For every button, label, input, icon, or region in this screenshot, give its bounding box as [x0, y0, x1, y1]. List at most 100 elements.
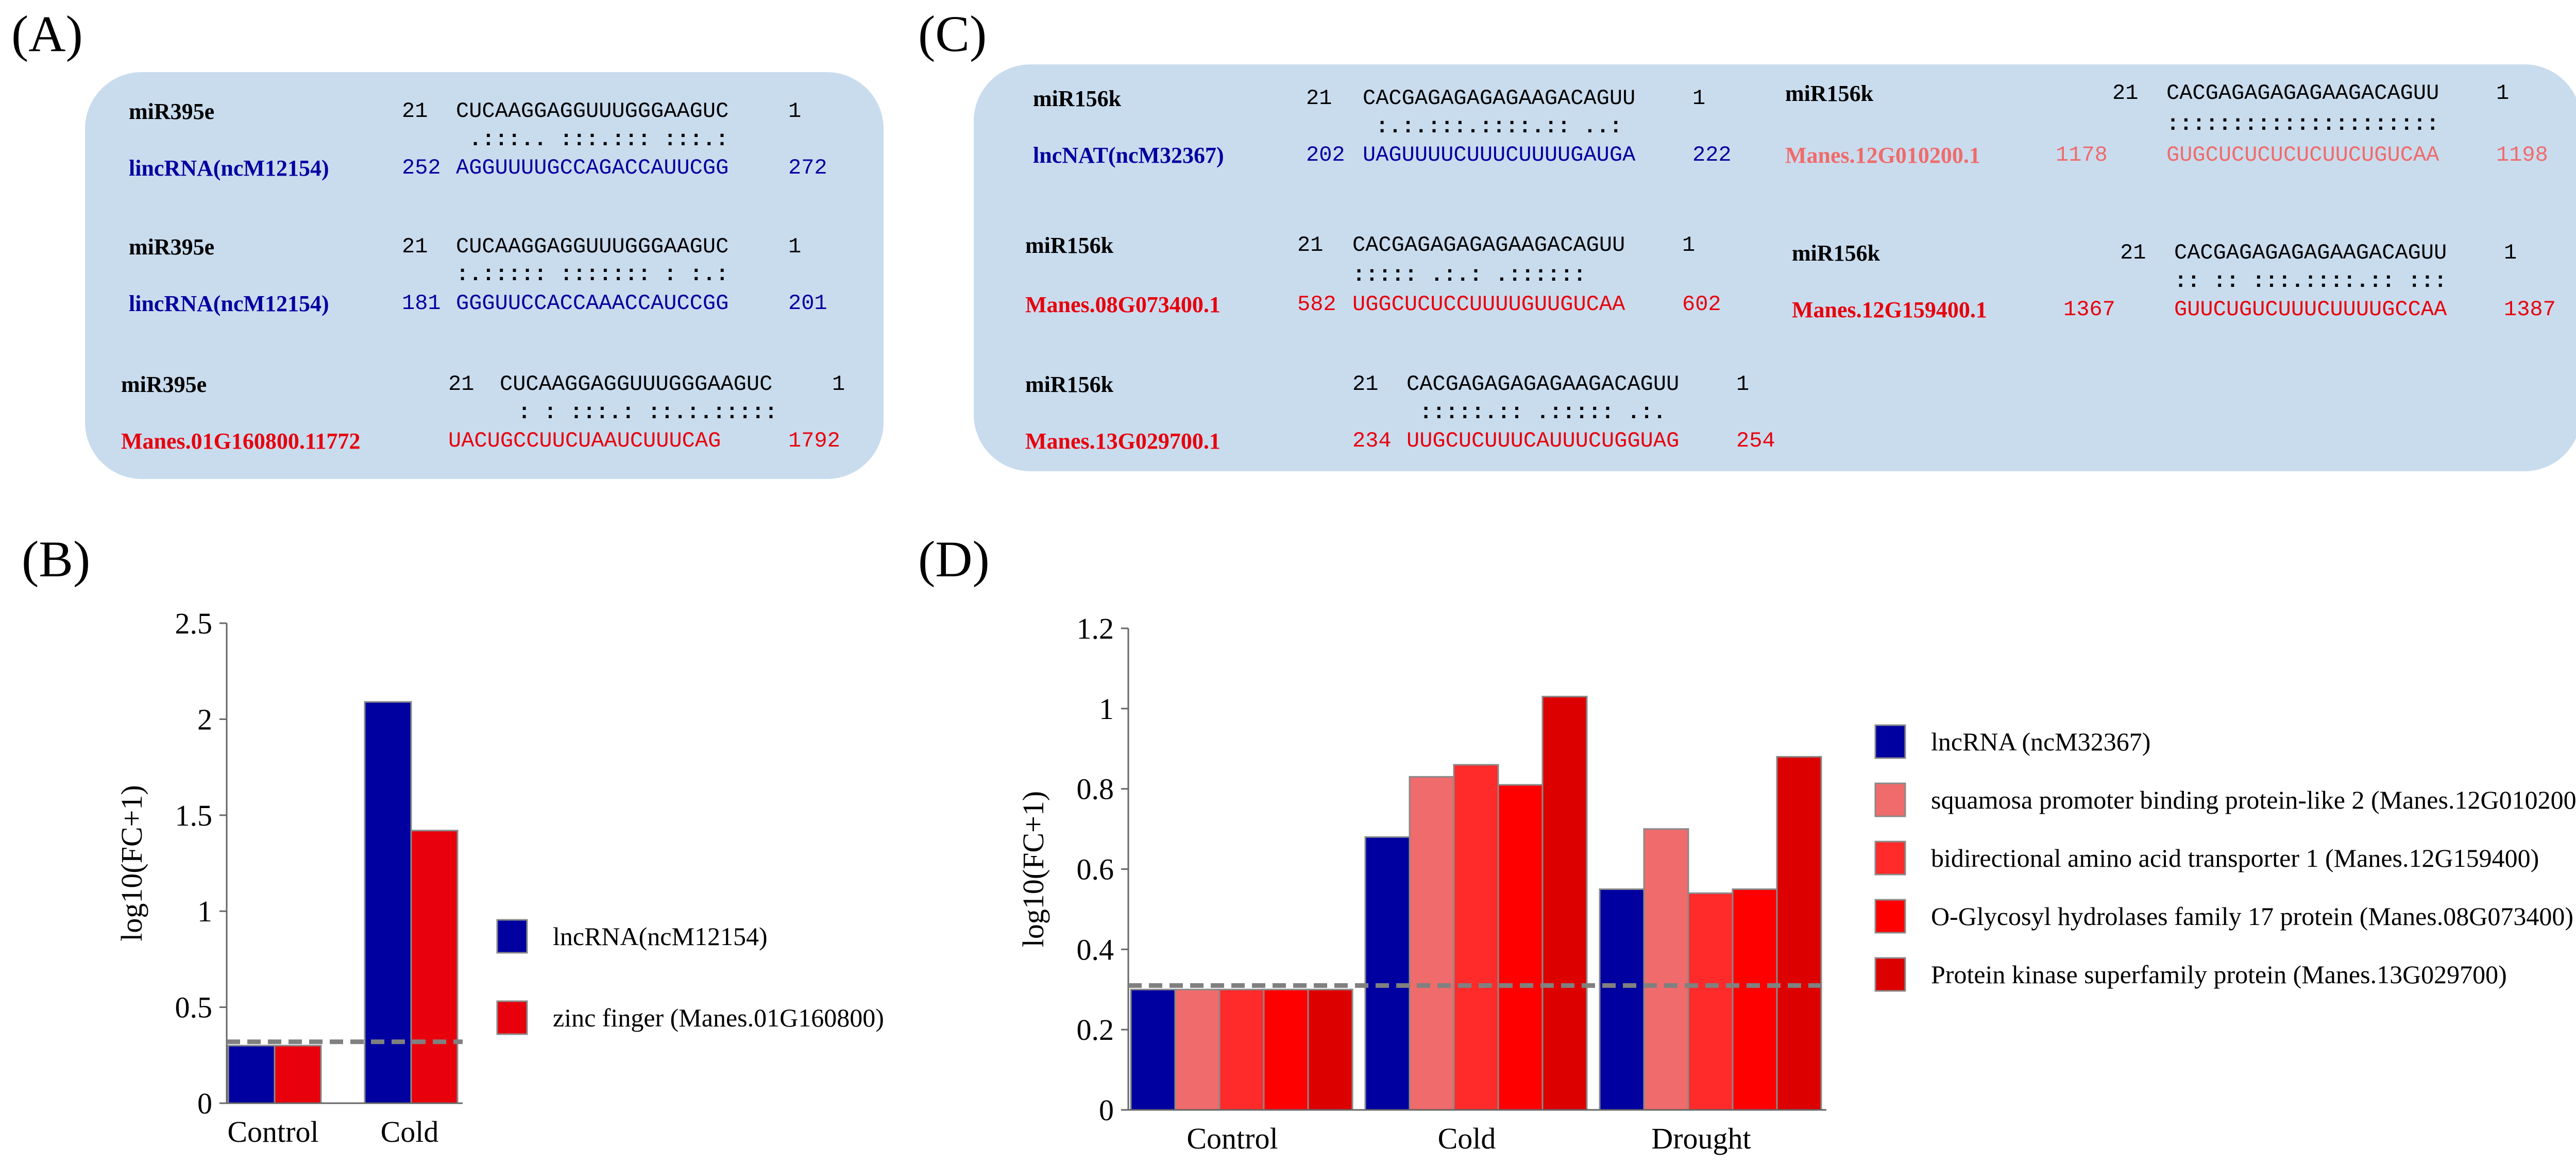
bar-cold-0 [1364, 836, 1411, 1111]
y-axis-label: log10(FC+1) [115, 785, 148, 941]
mirna-end: 1 [788, 99, 802, 124]
y-tick-label: 0.6 [1077, 853, 1114, 886]
panel-label-b: (B) [22, 530, 91, 588]
mirna-end: 1 [1682, 233, 1696, 258]
legend-label: squamosa promoter binding protein-like 2… [1931, 785, 2576, 814]
mirna-name: miR156k [1025, 233, 1114, 258]
mirna-sequence: CACGAGAGAGAGAAGACAGUU [1352, 233, 1625, 258]
bar-control-1 [274, 1044, 322, 1104]
target-end: 1387 [2504, 297, 2556, 322]
target-name: Manes.08G073400.1 [1025, 292, 1221, 317]
target-sequence: GUGCUCUCUCUCUUCUGUCAA [2166, 143, 2439, 167]
mirna-end: 1 [1736, 372, 1750, 397]
mirna-start: 21 [448, 372, 474, 397]
target-start: 582 [1297, 292, 1336, 317]
bar-cold-3 [1497, 784, 1544, 1111]
legend-swatch [496, 919, 528, 954]
target-name: Manes.01G160800.11772 [121, 429, 361, 454]
bar-cold-1 [410, 830, 459, 1104]
mirna-start: 21 [2112, 81, 2139, 106]
alignment-box-a: miR395e 21 CUCAAGGAGGUUUGGGAAGUC 1 .:::.… [85, 72, 884, 479]
target-end: 1198 [2496, 143, 2548, 167]
bar-drought-3 [1732, 888, 1778, 1111]
bar-cold-1 [1409, 776, 1455, 1111]
mirna-start: 21 [1352, 372, 1379, 397]
panel-label-d: (D) [918, 530, 990, 588]
mirna-sequence: CUCAAGGAGGUUUGGGAAGUC [456, 99, 729, 124]
target-start: 1367 [2063, 297, 2115, 322]
target-name: Manes.12G159400.1 [1792, 297, 1987, 322]
target-name: lincRNA(ncM12154) [129, 291, 329, 316]
bar-control-4 [1307, 988, 1353, 1111]
legend-label: zinc finger (Manes.01G160800) [553, 1003, 884, 1032]
target-end: 602 [1682, 292, 1721, 317]
panel-label-c: (C) [918, 5, 987, 62]
mirna-start: 21 [2120, 241, 2146, 265]
target-sequence: GUUCUGUCUUUCUUUUGCCAA [2174, 297, 2447, 322]
mirna-end: 1 [2504, 241, 2517, 265]
target-end: 272 [788, 156, 827, 180]
y-tick-label: 0 [197, 1087, 212, 1120]
bar-drought-1 [1643, 828, 1689, 1111]
mirna-start: 21 [402, 234, 428, 259]
target-start: 234 [1352, 429, 1392, 453]
mirna-name: miR395e [129, 99, 215, 124]
x-tick-label: Cold [1438, 1122, 1496, 1155]
y-tick-label: 1.2 [1077, 612, 1114, 645]
bar-control-1 [1174, 988, 1221, 1111]
x-tick-label: Control [1187, 1122, 1278, 1155]
target-sequence: UACUGCCUUCUAAUCUUUCAG [448, 429, 721, 453]
mirna-start: 21 [1297, 233, 1324, 258]
x-tick-label: Control [227, 1115, 318, 1149]
alignment-box-c: miR156k 21 CACGAGAGAGAGAAGACAGUU 1 :.:.:… [974, 64, 2576, 471]
mirna-sequence: CACGAGAGAGAGAAGACAGUU [2174, 241, 2447, 265]
bar-drought-0 [1599, 888, 1645, 1111]
mirna-end: 1 [1692, 86, 1706, 111]
target-sequence: UUGCUCUUUCAUUUCUGGUAG [1406, 429, 1680, 453]
match-line: : : :::.: ::.:.::::: [518, 400, 778, 425]
match-line: ::::: .:.: .:::::: [1352, 263, 1586, 287]
bar-control-0 [1130, 988, 1176, 1111]
legend-swatch [496, 1000, 528, 1035]
bar-cold-0 [364, 701, 412, 1104]
match-line: :::::.:: .::::: .:. [1419, 400, 1666, 425]
x-tick-label: Cold [381, 1115, 439, 1149]
bar-cold-2 [1453, 764, 1499, 1111]
mirna-start: 21 [1306, 86, 1332, 111]
y-tick-label: 1 [1099, 692, 1114, 726]
mirna-sequence: CACGAGAGAGAGAAGACAGUU [1363, 86, 1636, 111]
bar-drought-4 [1776, 756, 1822, 1111]
mirna-start: 21 [402, 99, 428, 124]
mirna-name: miR156k [1785, 81, 1874, 106]
target-end: 254 [1736, 429, 1775, 453]
y-tick-label: 0.8 [1077, 773, 1114, 806]
match-line: .:::.. :::.::: :::.: [469, 127, 729, 152]
y-tick-label: 1 [197, 895, 212, 928]
y-tick-label: 2 [197, 703, 212, 736]
legend-swatch [1874, 957, 1906, 992]
target-name: Manes.13G029700.1 [1025, 429, 1221, 454]
panel-label-a: (A) [11, 5, 83, 62]
mirna-name: miR395e [129, 234, 215, 260]
mirna-sequence: CACGAGAGAGAGAAGACAGUU [1406, 372, 1680, 397]
legend-swatch [1874, 724, 1906, 759]
target-name: Manes.12G010200.1 [1785, 143, 1980, 168]
legend-label: bidirectional amino acid transporter 1 (… [1931, 844, 2539, 872]
bar-control-2 [1218, 988, 1265, 1111]
legend-swatch [1874, 782, 1906, 817]
mirna-name: miR156k [1025, 372, 1114, 397]
legend-label: Protein kinase superfamily protein (Mane… [1931, 960, 2507, 989]
mirna-sequence: CACGAGAGAGAGAAGACAGUU [2166, 81, 2439, 106]
y-tick-label: 0.5 [175, 991, 213, 1024]
bar-control-0 [227, 1044, 276, 1104]
mirna-name: miR395e [121, 372, 207, 397]
y-axis-label: log10(FC+1) [1016, 791, 1050, 947]
y-tick-label: 2.5 [175, 607, 213, 640]
target-sequence: UAGUUUUCUUUCUUUUGAUGA [1363, 143, 1636, 167]
bar-control-3 [1263, 988, 1309, 1111]
mirna-name: miR156k [1792, 241, 1880, 266]
y-tick-label: 0.2 [1077, 1013, 1114, 1047]
mirna-end: 1 [788, 234, 802, 259]
target-name: lincRNA(ncM12154) [129, 156, 329, 181]
target-end: 1792 [788, 429, 840, 453]
